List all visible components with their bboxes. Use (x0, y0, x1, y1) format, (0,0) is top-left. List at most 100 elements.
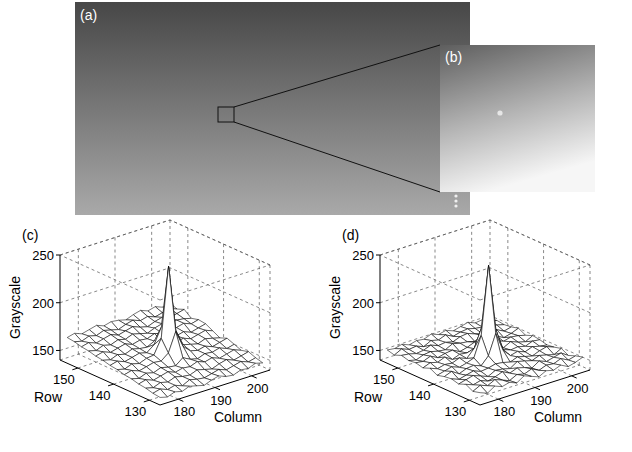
axis-line (380, 360, 480, 405)
zoom-box (218, 107, 234, 122)
grid-line (398, 249, 399, 354)
grid-line (543, 244, 544, 349)
surface-cell (539, 365, 553, 371)
zoom-line (234, 122, 440, 192)
surface-cell (423, 363, 437, 369)
tick-label: 150 (352, 343, 374, 358)
grid-line (149, 365, 259, 400)
grid-line (60, 220, 170, 255)
tick (498, 399, 503, 401)
axis-title: Row (34, 389, 63, 405)
grid-line (259, 260, 260, 365)
surface-cell (488, 380, 502, 387)
box-edge (270, 265, 271, 370)
grid-line (170, 315, 270, 360)
grid-line (435, 238, 436, 343)
tick-label: 150 (32, 343, 54, 358)
box-edge (380, 220, 490, 255)
tick (428, 384, 434, 386)
panel-label: (d) (342, 227, 359, 243)
box-edge (60, 255, 160, 300)
image-a (75, 2, 470, 215)
surface-cell (82, 343, 96, 351)
box-edge (380, 255, 480, 300)
tick (376, 350, 380, 351)
surface-cell (525, 341, 539, 347)
surface-cell (124, 370, 138, 378)
grid-line (60, 268, 170, 303)
image-a-spot (454, 199, 457, 202)
tick (376, 302, 380, 303)
tick (72, 368, 78, 370)
box-edge (170, 220, 270, 265)
axis-line (380, 255, 381, 360)
tick-label: 200 (352, 296, 374, 311)
box-edge (590, 265, 591, 370)
box-edge (170, 325, 270, 370)
image-a-spot (454, 194, 457, 197)
grid-line (490, 220, 590, 265)
axes: 180190200130140150150200250ColumnRowGray… (7, 248, 270, 425)
grid-line (223, 244, 224, 349)
grid (60, 220, 270, 400)
tick-label: 140 (409, 388, 431, 403)
surface-cell (153, 389, 167, 397)
panel-label: (c) (22, 227, 38, 243)
image-b (440, 45, 595, 192)
axis-title: Grayscale (7, 276, 23, 339)
grid (380, 220, 590, 400)
surface-cell (67, 333, 81, 341)
box-edge (490, 220, 590, 265)
image-a-spot (454, 204, 457, 207)
surface-cell (96, 352, 110, 360)
tick-label: 250 (32, 248, 54, 263)
box-edge (490, 325, 590, 370)
surface-cell (473, 385, 487, 393)
images: (a)(b) (75, 2, 595, 215)
tick-label: 200 (32, 296, 54, 311)
tick (572, 376, 577, 378)
tick-label: 190 (210, 393, 232, 408)
surface-panel: 180190200130140150150200250ColumnRowGray… (7, 220, 270, 425)
surface-cell (110, 361, 124, 369)
tick (464, 400, 470, 402)
figure-svg: (a)(b) 180 190 200 130 140 150 150 200 250 Column R… (0, 0, 632, 452)
tick (392, 368, 398, 370)
box-edge (60, 220, 170, 255)
grid-line (471, 226, 472, 331)
grid-line (507, 228, 508, 333)
tick (252, 376, 257, 378)
grid-line (170, 268, 270, 313)
axis-line (60, 255, 61, 360)
tick (56, 255, 60, 256)
tick-label: 150 (53, 372, 75, 387)
surface-cell (402, 354, 416, 361)
tick-label: 130 (444, 404, 466, 419)
tick-label: 250 (352, 248, 374, 263)
surface (67, 266, 263, 397)
axis-title: Grayscale (327, 276, 343, 339)
tick-label: 180 (493, 404, 515, 419)
axis-title: Column (534, 409, 582, 425)
axis-line (60, 360, 160, 405)
axes: 180190200130140150150200250ColumnRowGray… (327, 248, 590, 425)
surface-cell (139, 380, 153, 388)
panel-label: (b) (445, 49, 462, 65)
surface-cell (182, 380, 196, 387)
grid-line (380, 220, 490, 255)
figure: (a)(b) 180 190 200 130 140 150 150 200 250 Column R… (0, 0, 632, 452)
image-b-spot (497, 110, 502, 115)
box-edge (60, 325, 170, 360)
box-edge (160, 265, 270, 300)
tick-label: 190 (530, 393, 552, 408)
grid-line (380, 268, 490, 303)
axis-title: Row (354, 389, 383, 405)
tick (144, 400, 150, 402)
tick (535, 388, 540, 390)
tick-label: 200 (567, 381, 589, 396)
surface (387, 265, 583, 393)
tick (215, 388, 220, 390)
tick-label: 180 (173, 404, 195, 419)
tick (56, 350, 60, 351)
box-edge (480, 265, 590, 300)
